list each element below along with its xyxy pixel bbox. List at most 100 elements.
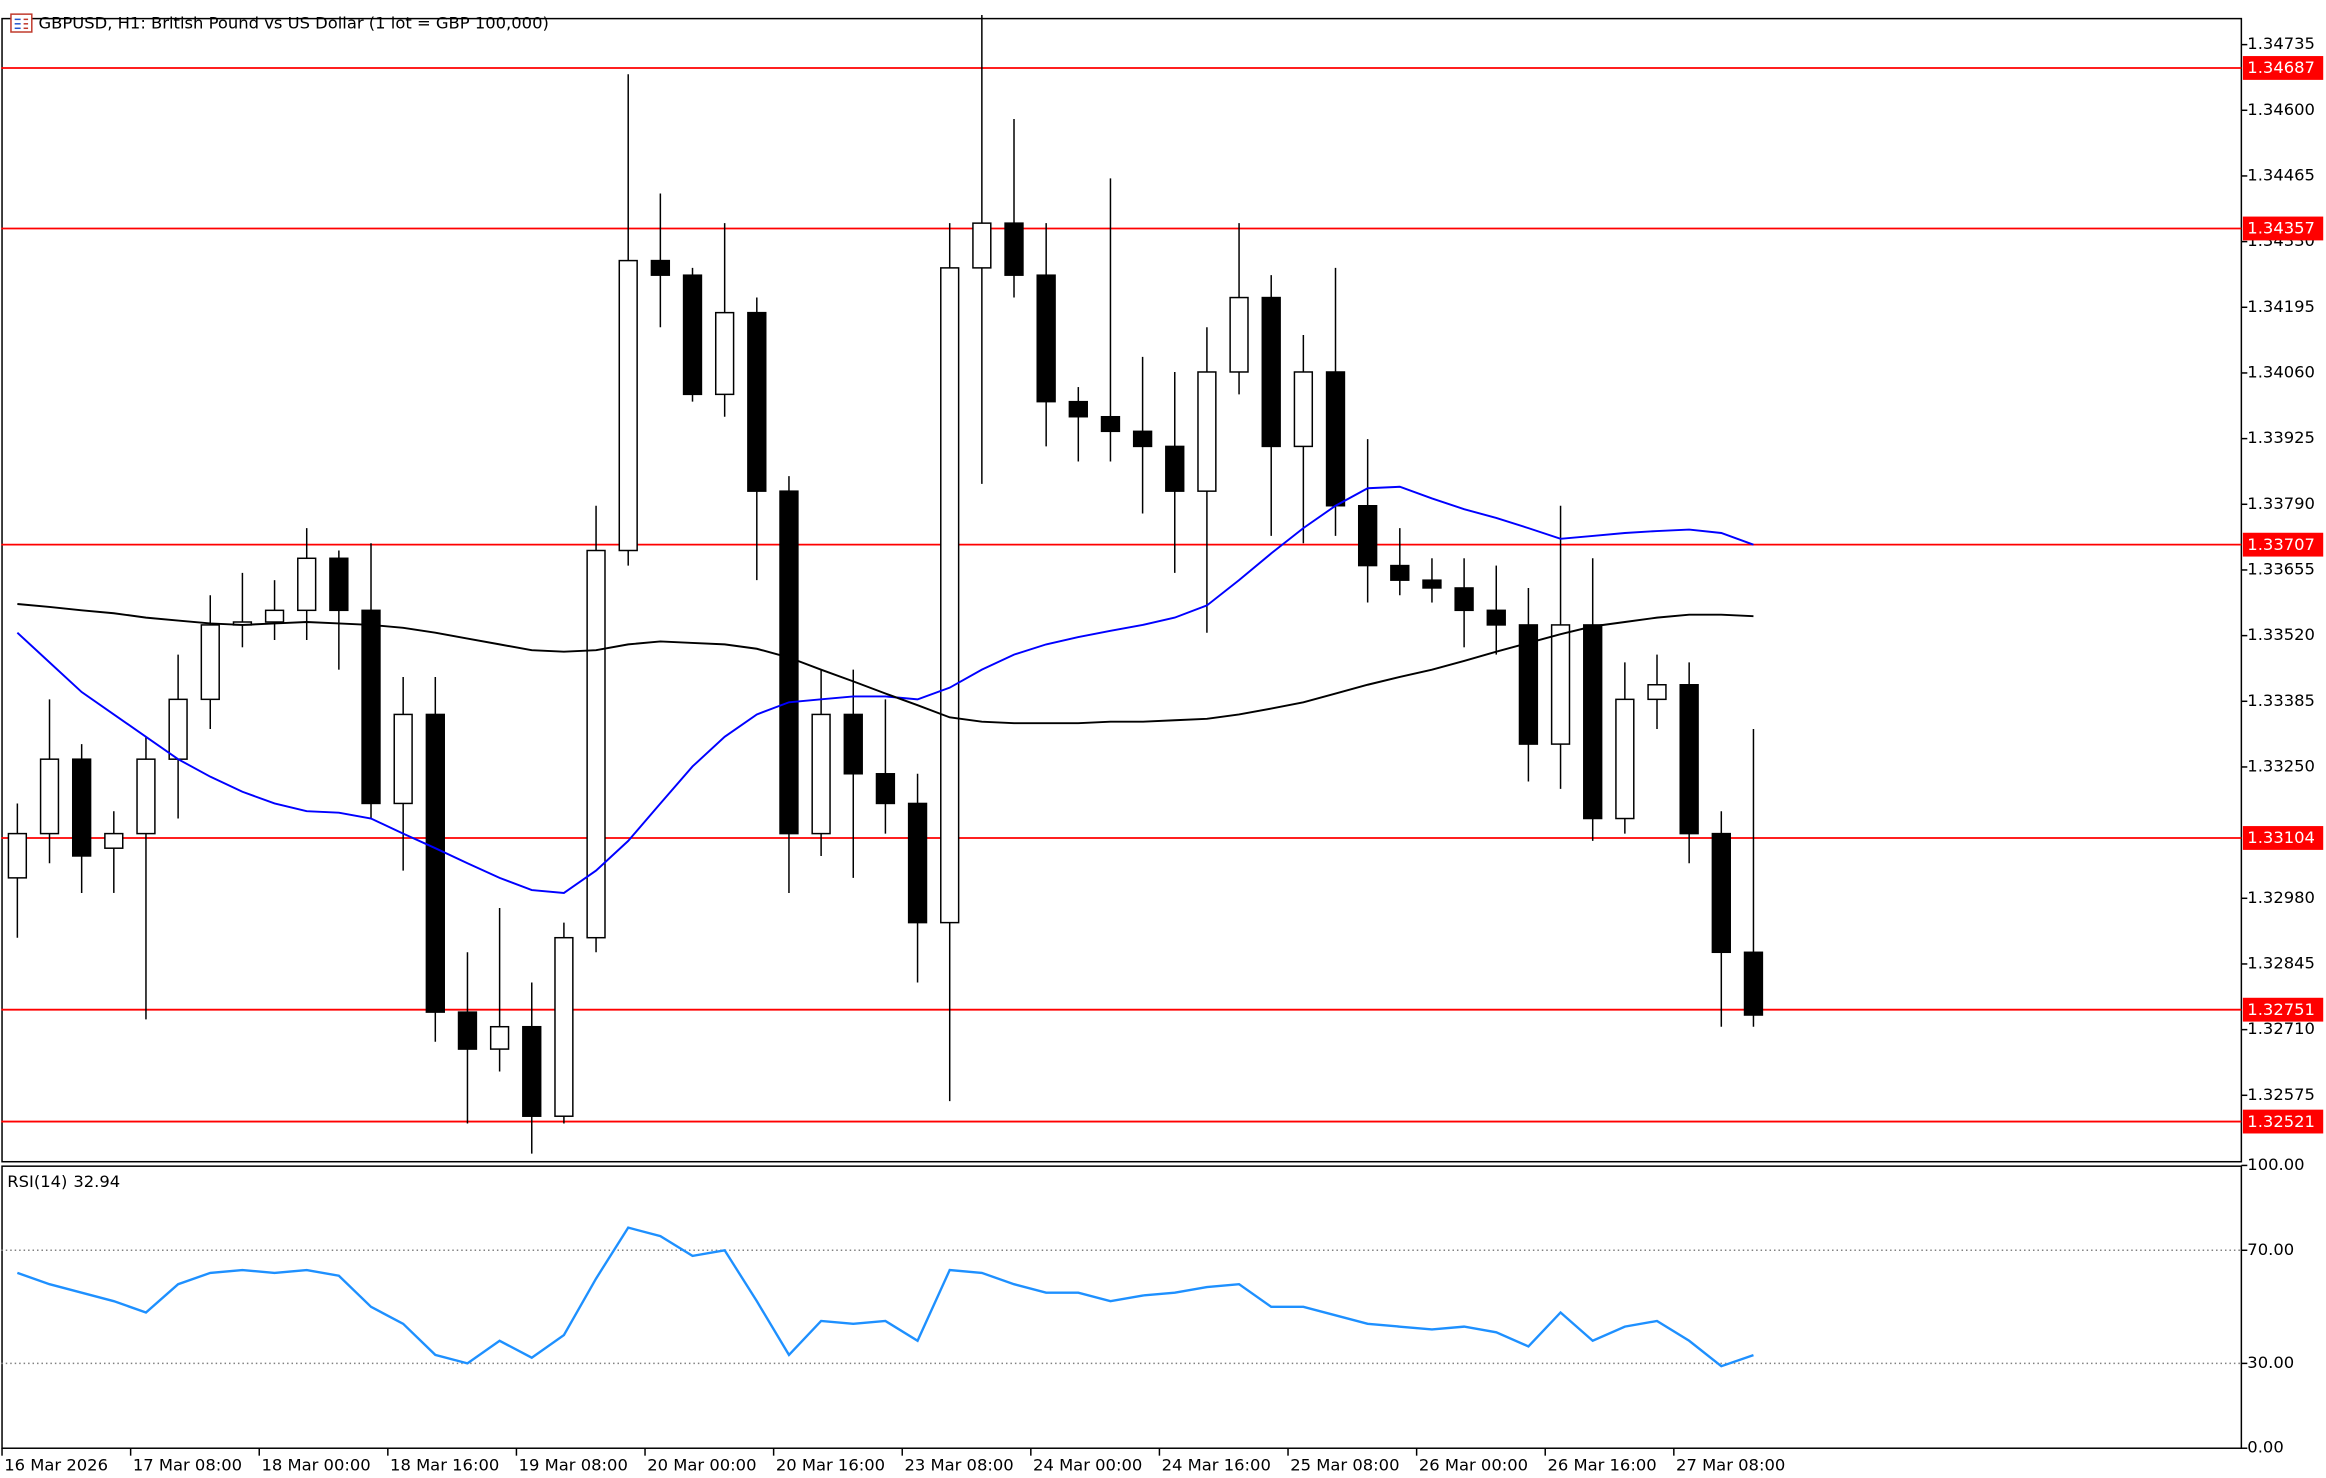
moving-average <box>17 603 1754 725</box>
x-tick-label: 24 Mar 16:00 <box>1162 1456 1271 1475</box>
y-tick-label: 1.33385 <box>2247 691 2315 710</box>
y-tick-label: 1.34060 <box>2247 362 2315 381</box>
candle-body <box>1004 222 1024 276</box>
level-label-box <box>2242 1109 2324 1134</box>
candle-body <box>1615 698 1635 820</box>
candle-body <box>650 259 671 276</box>
candle-body <box>104 832 124 849</box>
x-tick-label: 26 Mar 16:00 <box>1547 1456 1656 1475</box>
candle-body <box>361 609 381 805</box>
moving-average <box>16 485 1754 894</box>
candle-body <box>1357 505 1378 567</box>
frame <box>1 17 2243 1449</box>
symbol-icon <box>10 13 33 33</box>
y-tick-label: 1.33520 <box>2247 625 2315 644</box>
candle-body <box>1711 832 1731 954</box>
candle-body <box>1743 951 1764 1016</box>
candle-body <box>554 936 574 1117</box>
level-label-box <box>2242 532 2324 557</box>
candle-body <box>1261 296 1281 448</box>
y-tick-label: 100.00 <box>2247 1155 2304 1174</box>
rsi-name: RSI(14) <box>7 1171 67 1190</box>
candle-body <box>1550 624 1571 745</box>
y-tick-label: 1.34465 <box>2247 165 2315 184</box>
candle-body <box>811 713 831 835</box>
candle-body <box>393 713 413 805</box>
candle-body <box>168 698 188 760</box>
candle-body <box>1229 296 1249 373</box>
y-tick-label: 1.33250 <box>2247 756 2315 775</box>
x-tick-label: 26 Mar 00:00 <box>1419 1456 1528 1475</box>
candle-body <box>1068 400 1088 418</box>
candle-body <box>71 758 92 857</box>
candle-body <box>329 557 349 612</box>
x-tick-label: 20 Mar 00:00 <box>647 1456 756 1475</box>
y-tick-label: 1.34195 <box>2247 297 2315 316</box>
candle-body <box>1197 371 1217 492</box>
x-tick-label: 19 Mar 08:00 <box>519 1456 628 1475</box>
candle-body <box>940 267 960 924</box>
level-label: 1.33104 <box>2247 828 2315 847</box>
candle-body <box>1132 430 1153 448</box>
candle-body <box>1518 624 1539 745</box>
y-tick-label: 70.00 <box>2247 1240 2294 1259</box>
candle-body <box>1165 445 1185 492</box>
y-tick-label: 30.00 <box>2247 1353 2294 1372</box>
y-tick-label: 0.00 <box>2247 1438 2283 1457</box>
level-label: 1.34357 <box>2247 219 2315 238</box>
candle-body <box>200 624 220 701</box>
candle-body <box>618 259 638 552</box>
candle-body <box>1036 274 1056 403</box>
level-label: 1.32751 <box>2247 1000 2315 1019</box>
candle-body <box>875 773 896 805</box>
candle-body <box>136 758 156 835</box>
level-label: 1.34687 <box>2247 58 2315 77</box>
y-tick-label: 1.32845 <box>2247 953 2315 972</box>
candle-body <box>1422 579 1442 589</box>
candle-body <box>1100 415 1121 433</box>
y-tick-label: 1.32710 <box>2247 1019 2315 1038</box>
y-tick-label: 1.32980 <box>2247 888 2315 907</box>
candle-body <box>264 609 285 623</box>
candle-body <box>39 758 60 835</box>
candle-body <box>1454 587 1474 612</box>
price-pane <box>1 17 2243 1163</box>
level-label-box <box>2242 216 2324 241</box>
rsi-line <box>16 1226 1754 1368</box>
candle-body <box>522 1025 542 1117</box>
y-tick-label: 1.33655 <box>2247 559 2315 578</box>
candle-body <box>1486 609 1506 626</box>
candle-body <box>1679 684 1699 835</box>
y-tick-label: 1.32575 <box>2247 1085 2315 1104</box>
x-tick-label: 25 Mar 08:00 <box>1290 1456 1399 1475</box>
x-tick-label: 27 Mar 08:00 <box>1676 1456 1785 1475</box>
rsi-title: RSI(14) 32.94 <box>7 1171 120 1190</box>
level-label: 1.32521 <box>2247 1112 2315 1131</box>
x-tick-label: 17 Mar 08:00 <box>133 1456 242 1475</box>
candle-body <box>1325 371 1346 507</box>
candle-body <box>7 832 28 879</box>
x-tick-label: 18 Mar 00:00 <box>261 1456 370 1475</box>
candle-body <box>1647 684 1667 701</box>
level-label-box <box>2242 997 2324 1022</box>
candle-body <box>425 713 445 1013</box>
candle-body <box>586 549 606 939</box>
candle-body <box>1293 371 1314 448</box>
level-label-box <box>2242 826 2324 850</box>
x-tick-label: 16 Mar 2026 <box>4 1456 108 1475</box>
candle-body <box>682 274 703 396</box>
rsi-value: 32.94 <box>73 1171 120 1190</box>
x-tick-label: 24 Mar 00:00 <box>1033 1456 1142 1475</box>
chart-title: GBPUSD, H1: British Pound vs US Dollar (… <box>38 13 548 32</box>
candle-body <box>972 222 992 269</box>
x-tick-label: 18 Mar 16:00 <box>390 1456 499 1475</box>
candle-body <box>457 1011 478 1050</box>
candle-body <box>843 713 863 775</box>
level-label-box <box>2242 56 2324 80</box>
candle-body <box>907 802 928 924</box>
icon-frame <box>10 13 33 33</box>
x-tick-label: 20 Mar 16:00 <box>776 1456 885 1475</box>
candle-body <box>297 557 317 612</box>
